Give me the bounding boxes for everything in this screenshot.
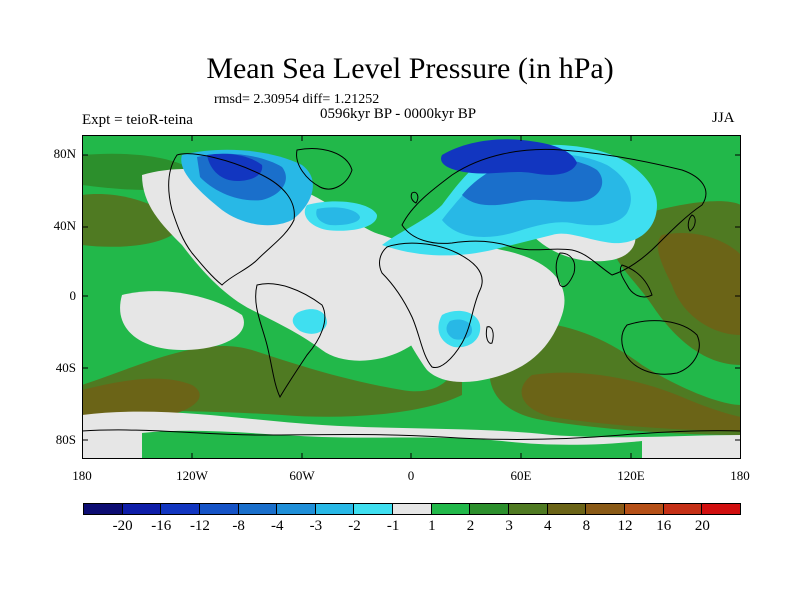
colorbar-swatch xyxy=(508,503,548,515)
pressure-map xyxy=(82,135,741,459)
lon-label-60e: 60E xyxy=(510,468,532,483)
lon-label-180w: 180 xyxy=(72,468,92,483)
colorbar-swatch xyxy=(662,503,703,515)
north-atlantic-cyan-core xyxy=(316,207,360,226)
map-title: Mean Sea Level Pressure (in hPa) xyxy=(206,52,614,85)
period-label: 0596kyr BP - 0000kyr BP xyxy=(320,106,477,122)
colorbar-label: -12 xyxy=(189,518,210,534)
lon-label-0: 0 xyxy=(407,468,415,483)
colorbar-label: 12 xyxy=(617,518,633,534)
southeast-asia-coast xyxy=(619,264,653,298)
colorbar-label: 4 xyxy=(544,518,552,534)
colorbar xyxy=(83,503,741,515)
lat-label-40n: 40N xyxy=(53,218,76,233)
eurasia-low-core xyxy=(441,139,577,175)
season-label: JJA xyxy=(712,110,735,126)
south-america-cyan xyxy=(292,309,327,334)
colorbar-label: 20 xyxy=(694,518,710,534)
uk-coast xyxy=(410,191,419,204)
colorbar-label: -1 xyxy=(386,518,400,534)
colorbar-label: -8 xyxy=(232,518,245,534)
colorbar-label: -3 xyxy=(309,518,323,534)
lat-label-80s: 80S xyxy=(55,432,76,447)
colorbar-label: -20 xyxy=(112,518,133,534)
greenland-low-deep xyxy=(207,153,263,181)
colorbar-swatch xyxy=(121,503,162,515)
australia-coast xyxy=(621,320,700,375)
lat-label-0: 0 xyxy=(69,288,77,303)
lon-label-60w: 60W xyxy=(289,468,315,483)
colorbar-label: -2 xyxy=(348,518,361,534)
colorbar-swatch xyxy=(83,503,123,515)
pressure-map-svg xyxy=(82,135,741,459)
japan-coast xyxy=(687,214,696,232)
colorbar-swatch xyxy=(276,503,316,515)
colorbar-label: 8 xyxy=(582,518,591,534)
greenland-coast xyxy=(296,148,353,190)
experiment-label: Expt = teioR-teina xyxy=(82,112,193,128)
stats-text: rmsd= 2.30954 diff= 1.21252 xyxy=(214,92,380,107)
axis-ticks xyxy=(82,135,741,459)
colorbar-label: 16 xyxy=(656,518,672,534)
north-pacific-olive xyxy=(82,194,182,247)
colorbar-swatch xyxy=(237,503,278,515)
colorbar-swatch xyxy=(314,503,355,515)
colorbar-label: 3 xyxy=(505,518,513,534)
colorbar-swatch xyxy=(430,503,471,515)
colorbar-swatch xyxy=(198,503,239,515)
colorbar-label: -4 xyxy=(270,518,284,534)
colorbar-swatch xyxy=(585,503,625,515)
antarctic-green xyxy=(142,430,642,459)
colorbar-swatch xyxy=(546,503,587,515)
southern-ocean-brown xyxy=(82,378,200,424)
colorbar-swatch xyxy=(392,503,432,515)
africa-coast xyxy=(379,242,483,369)
colorbar-label: 1 xyxy=(428,518,436,534)
pacific-dark xyxy=(657,233,741,335)
india-coast xyxy=(555,252,576,288)
lat-label-80n: 80N xyxy=(53,146,76,161)
colorbar-label: -16 xyxy=(151,518,172,534)
lat-label-40s: 40S xyxy=(55,360,76,375)
lon-label-120w: 120W xyxy=(176,468,208,483)
lon-label-120e: 120E xyxy=(617,468,645,483)
madagascar-coast xyxy=(485,326,494,344)
indian-ocean-dark xyxy=(521,372,741,431)
colorbar-swatch xyxy=(353,503,394,515)
colorbar-swatch xyxy=(701,503,741,515)
africa-neutral xyxy=(361,239,565,382)
colorbar-swatch xyxy=(469,503,510,515)
colorbar-label: 2 xyxy=(466,518,475,534)
antarctica-coast xyxy=(82,429,741,440)
americas-neutral xyxy=(142,168,451,361)
coastlines xyxy=(82,148,741,440)
north-america-coast xyxy=(168,153,295,286)
colorbar-swatch xyxy=(160,503,200,515)
south-america-coast xyxy=(255,283,326,399)
eurasia-coast xyxy=(401,148,707,276)
south-pacific-neutral xyxy=(120,291,244,350)
lon-label-180e: 180 xyxy=(730,468,750,483)
colorbar-swatch xyxy=(623,503,664,515)
